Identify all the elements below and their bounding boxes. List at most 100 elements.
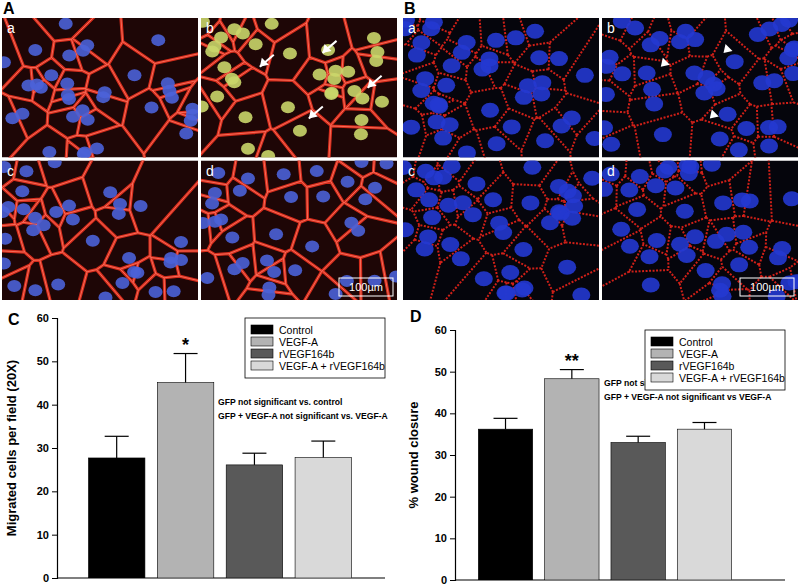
- nucleus: [647, 178, 665, 193]
- arrow-shaft: [309, 106, 323, 118]
- micrograph: [403, 18, 599, 158]
- nucleus: [648, 233, 666, 248]
- nucleus: [2, 56, 11, 68]
- error-bar: [105, 436, 129, 458]
- nucleus: [773, 241, 791, 256]
- error-bar: [494, 418, 518, 429]
- nucleus: [217, 61, 231, 73]
- y-tick-mark: [450, 372, 455, 373]
- nucleus: [434, 131, 452, 146]
- y-tick-label: 40: [37, 399, 49, 411]
- nucleus: [490, 216, 508, 231]
- nucleus: [678, 248, 696, 263]
- error-bar-stem: [116, 436, 117, 458]
- nucleus: [145, 101, 159, 113]
- nucleus: [550, 179, 568, 194]
- nucleus: [784, 66, 798, 81]
- nucleus: [265, 18, 279, 30]
- nucleus: [626, 20, 644, 35]
- nucleus: [514, 242, 532, 257]
- nucleus: [66, 213, 80, 225]
- nucleus: [769, 119, 787, 134]
- nucleus: [602, 87, 615, 102]
- nucleus: [151, 34, 165, 46]
- error-bar: [626, 436, 650, 442]
- y-tick-label: 10: [37, 529, 49, 541]
- nucleus: [536, 133, 554, 148]
- arrow-head: [309, 109, 318, 118]
- nucleus: [503, 119, 521, 134]
- nucleus: [714, 195, 732, 210]
- nucleus: [704, 77, 722, 92]
- cell-junctions: [403, 18, 599, 158]
- annotation: GFP not significant vs. control: [218, 397, 342, 407]
- legend-swatch: [251, 349, 273, 358]
- nucleus: [351, 225, 365, 237]
- y-tick-label: 0: [441, 574, 447, 586]
- nucleus: [501, 265, 519, 280]
- nucleus: [730, 142, 748, 157]
- annotation: GFP + VEGF-A not significant vs VEGF-A: [604, 392, 771, 402]
- nucleus: [122, 252, 136, 264]
- nucleus: [241, 172, 255, 184]
- legend-label: VEGF-A + rVEGF164b: [279, 360, 385, 372]
- nucleus: [526, 24, 544, 39]
- nucleus: [15, 108, 29, 120]
- bars: [88, 354, 351, 578]
- error-bar: [560, 370, 584, 379]
- legend-box: [245, 318, 385, 378]
- nucleus: [62, 50, 76, 62]
- nucleus: [740, 240, 758, 255]
- nucleus: [523, 161, 541, 175]
- figure: Aabcd100µmBabcd100µm0102030405060*CMigra…: [0, 0, 800, 587]
- scale-bar-box: [339, 278, 393, 296]
- nucleus: [2, 233, 12, 245]
- legend-swatch: [651, 349, 673, 358]
- nucleus: [638, 65, 656, 80]
- nucleus: [576, 68, 594, 83]
- y-tick: 20: [435, 491, 455, 503]
- legend-swatch: [651, 337, 673, 346]
- nucleus: [417, 164, 435, 179]
- legend-label: Control: [279, 324, 313, 336]
- y-tick: 40: [37, 399, 57, 411]
- nucleus: [233, 185, 247, 197]
- nucleus: [269, 228, 283, 240]
- scale-bar-box: [740, 278, 794, 296]
- nucleus: [49, 206, 63, 218]
- nucleus: [651, 31, 669, 46]
- error-bar-cap: [494, 418, 518, 419]
- nucleus: [403, 120, 420, 135]
- nucleus: [30, 79, 44, 91]
- nucleus: [441, 237, 459, 252]
- nucleus: [17, 203, 31, 215]
- micrograph-background: [403, 161, 599, 301]
- image-panel: Babcd100µm: [393, 0, 800, 310]
- subpanel-label: c: [7, 163, 14, 179]
- nucleus: [530, 50, 548, 65]
- nucleus: [642, 277, 660, 292]
- y-tick-label: 10: [435, 532, 447, 544]
- nucleus: [631, 169, 649, 184]
- nucleus: [602, 137, 620, 152]
- nucleus: [329, 65, 343, 77]
- error-bar-cap: [105, 436, 129, 437]
- legend-box: [645, 330, 785, 390]
- y-tick-mark: [450, 330, 455, 331]
- actin-fibers: [2, 161, 198, 301]
- nucleus: [403, 222, 414, 237]
- bar: [295, 458, 351, 578]
- y-tick: 0: [43, 572, 57, 584]
- nucleus: [467, 176, 485, 191]
- nucleus: [380, 161, 394, 170]
- y-axis-line: [450, 331, 456, 581]
- error-bar: [311, 441, 335, 457]
- nucleus: [679, 161, 697, 174]
- nucleus: [288, 264, 302, 276]
- nucleus: [28, 44, 42, 56]
- nucleus: [313, 69, 327, 81]
- nucleus: [267, 266, 281, 278]
- legend-swatch: [651, 361, 673, 370]
- y-tick-mark: [52, 491, 57, 492]
- nucleus: [225, 73, 239, 85]
